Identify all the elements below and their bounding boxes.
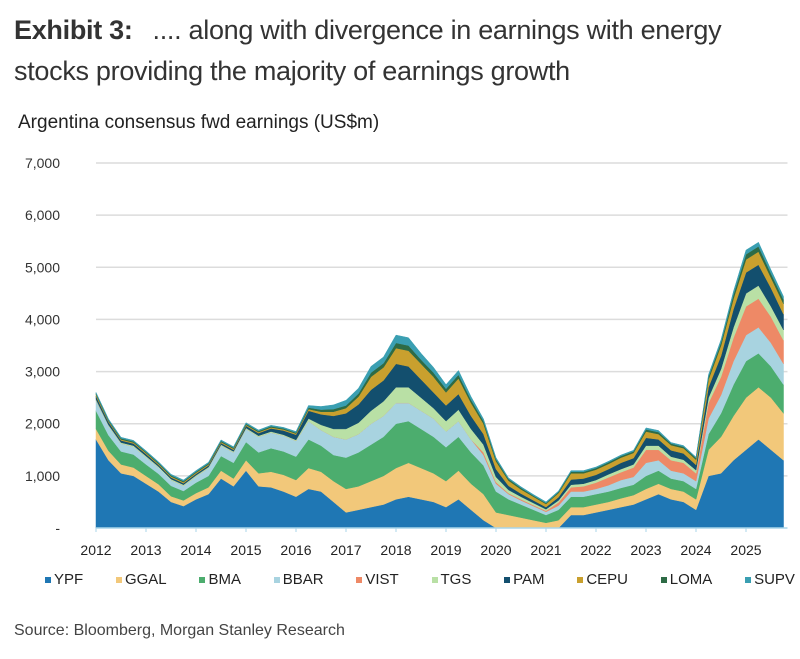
- x-tick-label: 2013: [130, 542, 161, 558]
- legend-swatch: [45, 576, 51, 583]
- legend-label: CEPU: [586, 571, 628, 588]
- legend-item-bbar: BBAR: [273, 571, 324, 588]
- legend-label: LOMA: [669, 571, 713, 588]
- x-tick-label: 2016: [280, 542, 311, 558]
- y-tick-label: 7,000: [25, 155, 60, 171]
- x-tick-label: 2012: [80, 542, 111, 558]
- x-tick-label: 2023: [630, 542, 661, 558]
- legend-swatch: [356, 576, 363, 583]
- legend-swatch: [660, 576, 667, 583]
- legend-item-bma: BMA: [199, 571, 241, 588]
- legend-item-vist: VIST: [356, 571, 399, 588]
- y-tick-label: 5,000: [25, 259, 60, 275]
- legend-item-cepu: CEPU: [577, 571, 628, 588]
- legend-label: PAM: [513, 571, 545, 588]
- source-note: Source: Bloomberg, Morgan Stanley Resear…: [14, 622, 345, 639]
- x-tick-label: 2019: [430, 542, 461, 558]
- x-tick-label: 2024: [680, 542, 711, 558]
- legend-item-tgs: TGS: [431, 571, 472, 588]
- x-tick-label: 2020: [480, 542, 511, 558]
- area-supv: [95, 241, 784, 504]
- x-tick-label: 2014: [180, 542, 211, 558]
- legend-label: BBAR: [282, 571, 324, 588]
- y-tick-label: 6,000: [25, 207, 60, 223]
- legend-swatch: [504, 576, 511, 583]
- x-tick-label: 2025: [730, 542, 761, 558]
- legend-swatch: [115, 576, 122, 583]
- legend-label: GGAL: [124, 571, 167, 588]
- stacked-area-chart: - 1,000 2,000 3,000 4,000 5,000 6,000 7,000 201…: [25, 155, 788, 558]
- legend-label: VIST: [365, 571, 399, 588]
- legend-item-pam: PAM: [504, 571, 545, 588]
- legend-swatch: [745, 576, 752, 583]
- x-tick-label: 2021: [530, 542, 561, 558]
- area-series: [95, 241, 784, 529]
- legend-item-supv: SUPV: [745, 571, 795, 588]
- legend-swatch: [431, 576, 438, 583]
- legend-item-loma: LOMA: [660, 571, 713, 588]
- legend-label: YPF: [54, 571, 84, 588]
- legend-swatch: [199, 576, 206, 583]
- legend-label: TGS: [440, 571, 472, 588]
- legend-item-ypf: YPF: [45, 571, 83, 588]
- x-tick-label: 2022: [580, 542, 611, 558]
- legend-item-ggal: GGAL: [115, 571, 167, 588]
- x-tick-label: 2018: [380, 542, 411, 558]
- exhibit-label: Exhibit 3:: [14, 15, 133, 45]
- x-tick-label: 2015: [230, 542, 261, 558]
- legend-swatch: [577, 576, 584, 583]
- chart-legend: YPF GGAL BMA BBAR VIST TGS PAM CEPU LOMA SUPV: [45, 571, 795, 588]
- chart-title: Argentina consensus fwd earnings (US$m): [18, 112, 380, 133]
- y-tick-label: 1,000: [25, 468, 60, 484]
- legend-label: SUPV: [754, 571, 795, 588]
- legend-label: BMA: [208, 571, 241, 588]
- x-tick-label: 2017: [330, 542, 361, 558]
- exhibit-text: .... along with divergence in earnings w…: [14, 15, 722, 86]
- y-tick-label: -: [55, 520, 60, 536]
- y-tick-label: 2,000: [25, 416, 60, 432]
- legend-swatch: [273, 576, 280, 583]
- y-tick-label: 3,000: [25, 364, 60, 380]
- y-axis: - 1,000 2,000 3,000 4,000 5,000 6,000 7,000: [25, 155, 60, 536]
- x-axis: 2012 2013 2014 2015 2016 2017 2018 2019 2020 2021…: [80, 527, 788, 558]
- y-tick-label: 4,000: [25, 311, 60, 327]
- exhibit-title: Exhibit 3:.... along with divergence in …: [14, 10, 794, 92]
